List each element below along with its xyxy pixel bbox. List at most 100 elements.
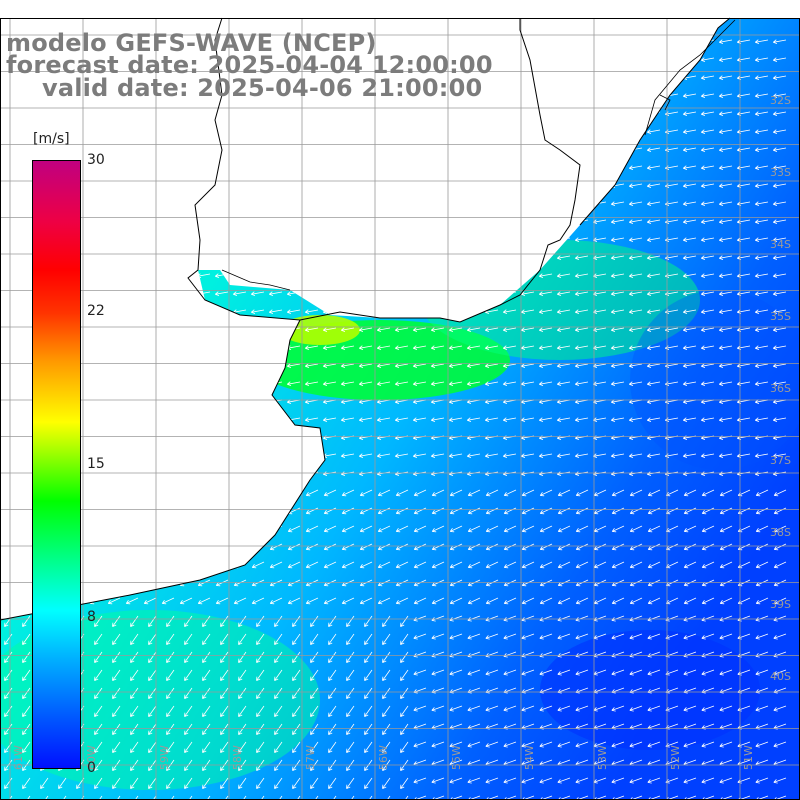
title-valid-date: valid date: 2025-04-06 21:00:00: [42, 74, 483, 102]
wind-arrow: [701, 777, 715, 784]
wind-arrow: [772, 291, 787, 296]
wind-arrow: [754, 453, 769, 458]
wind-arrow: [412, 381, 427, 386]
wind-arrow: [449, 525, 463, 533]
wind-arrow: [251, 561, 265, 569]
wind-arrow: [340, 129, 355, 134]
wind-arrow: [196, 237, 211, 242]
wind-arrow: [539, 633, 553, 640]
wind-arrow: [376, 417, 391, 422]
wind-arrow: [287, 561, 301, 569]
wind-arrow: [286, 201, 301, 206]
wind-arrow: [256, 633, 265, 645]
wind-arrow: [382, 633, 391, 645]
wind-arrow: [196, 363, 211, 368]
wind-arrow: [196, 417, 211, 422]
wind-arrow: [485, 741, 499, 748]
wind-arrow: [700, 273, 715, 278]
wind-arrow: [202, 633, 211, 645]
wind-arrow: [202, 741, 211, 753]
wind-arrow: [610, 273, 625, 278]
wind-arrow: [16, 345, 31, 350]
wind-arrow: [448, 273, 463, 278]
wind-arrow: [124, 273, 139, 278]
wind-arrow: [292, 705, 301, 717]
wind-arrow: [719, 597, 733, 605]
wind-arrow: [503, 525, 517, 533]
wind-arrow: [124, 291, 139, 296]
wind-arrow: [233, 489, 247, 497]
wind-arrow: [106, 273, 121, 278]
wind-arrow: [520, 183, 535, 188]
wind-arrow: [449, 633, 463, 640]
wind-arrow: [346, 651, 355, 663]
wind-arrow: [161, 561, 175, 569]
wind-arrow: [610, 327, 625, 332]
lat-label: 36S: [770, 382, 791, 395]
wind-arrow: [124, 255, 139, 260]
wind-arrow: [268, 309, 283, 314]
wind-arrow: [394, 39, 409, 44]
wind-arrow: [184, 795, 193, 800]
wind-arrow: [538, 219, 553, 224]
wind-arrow: [503, 597, 517, 605]
wind-arrow: [166, 705, 175, 717]
wind-arrow: [274, 687, 283, 699]
wind-arrow: [772, 147, 787, 152]
wind-arrow: [202, 795, 211, 800]
wind-arrow: [754, 201, 769, 206]
wind-arrow: [340, 219, 355, 224]
wind-arrow: [106, 201, 121, 206]
wind-arrow: [773, 525, 787, 533]
wind-arrow: [412, 309, 427, 314]
wind-arrow: [700, 363, 715, 368]
wind-arrow: [89, 543, 103, 551]
wind-arrow: [214, 219, 229, 224]
wind-arrow: [700, 57, 715, 62]
wind-arrow: [220, 741, 229, 753]
wind-arrow: [382, 615, 391, 627]
wind-arrow: [323, 489, 337, 497]
wind-arrow: [179, 507, 193, 515]
colorbar-tick-22: 22: [87, 303, 105, 319]
wind-arrow: [112, 741, 121, 753]
wind-arrow: [130, 651, 139, 663]
wind-arrow: [520, 309, 535, 314]
wind-arrow: [773, 489, 787, 497]
wind-arrow: [215, 525, 229, 533]
wind-arrow: [124, 219, 139, 224]
wind-arrow: [772, 57, 787, 62]
wind-arrow: [328, 723, 337, 735]
wind-arrow: [358, 111, 373, 116]
wind-arrow: [520, 165, 535, 170]
wind-arrow: [322, 381, 337, 386]
wind-arrow: [304, 165, 319, 170]
wind-arrow: [358, 201, 373, 206]
wind-arrow: [251, 489, 265, 497]
wind-arrow: [629, 705, 643, 712]
wind-arrow: [538, 147, 553, 152]
wind-arrow: [233, 507, 247, 515]
wind-arrow: [268, 417, 283, 422]
wind-arrow: [178, 345, 193, 350]
wind-arrow: [215, 507, 229, 515]
wind-arrow: [520, 57, 535, 62]
colorbar-tick-0: 0: [87, 760, 96, 776]
wind-arrow: [178, 273, 193, 278]
wind-arrow: [430, 165, 445, 170]
lat-label: 33S: [770, 166, 791, 179]
wind-arrow: [647, 705, 661, 712]
wind-arrow: [70, 147, 85, 152]
wind-arrow: [142, 255, 157, 260]
wind-arrow: [754, 165, 769, 170]
wind-arrow: [310, 777, 319, 789]
wind-arrow: [575, 525, 589, 533]
wind-arrow: [430, 111, 445, 116]
wind-arrow: [754, 345, 769, 350]
wind-arrow: [160, 165, 175, 170]
wind-arrow: [718, 75, 733, 80]
wind-arrow: [449, 597, 463, 605]
wind-arrow: [197, 543, 211, 551]
wind-arrow: [130, 633, 139, 645]
wind-arrow: [575, 705, 589, 712]
